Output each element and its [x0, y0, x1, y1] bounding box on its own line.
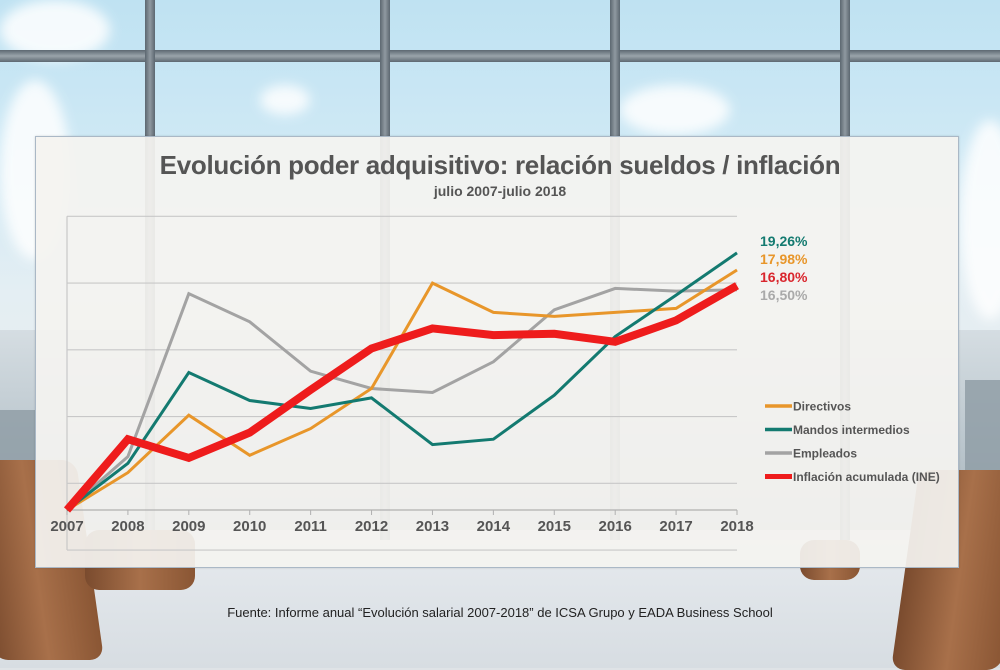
chart-subtitle: julio 2007-julio 2018 [433, 183, 567, 199]
legend-label: Empleados [793, 447, 857, 461]
window-frame-horizontal [0, 50, 1000, 62]
series-lines [63, 251, 739, 513]
x-tick-labels: 2007 2008 2009 2010 2011 2012 2013 2014 2015 2016… [50, 518, 753, 535]
source-note: Fuente: Informe anual “Evolución salaria… [227, 605, 773, 620]
legend-label: Inflación acumulada (INE) [793, 470, 940, 484]
series-line-mandos-intermedios [66, 251, 738, 512]
x-tick-label: 2013 [416, 518, 449, 535]
cloud [620, 85, 730, 135]
x-tick-label: 2009 [172, 518, 205, 535]
x-tick-label: 2011 [294, 518, 327, 535]
chart-panel [35, 136, 959, 568]
x-tick-label: 2018 [720, 518, 753, 535]
x-tick-label: 2010 [233, 518, 266, 535]
legend-label: Directivos [793, 400, 851, 414]
chart-title: Evolución poder adquisitivo: relación su… [159, 150, 841, 180]
end-label: 19,26% [760, 233, 808, 249]
x-tick-label: 2012 [355, 518, 388, 535]
end-labels: 19,26% 17,98% 16,80% 16,50% [760, 233, 808, 303]
x-tick-label: 2008 [111, 518, 144, 535]
x-tick-label: 2007 [50, 518, 83, 535]
series-line-inflaci-n-acumulada-ine [63, 282, 739, 513]
x-tick-label: 2014 [477, 518, 511, 535]
x-tick-label: 2016 [598, 518, 631, 535]
series-line-empleados [66, 286, 738, 512]
axes [66, 216, 738, 551]
x-tick-label: 2015 [538, 518, 571, 535]
legend: Directivos Mandos intermedios Empleados Inf… [765, 400, 940, 484]
end-label: 17,98% [760, 251, 808, 267]
gridlines [67, 215, 737, 551]
end-label: 16,80% [760, 269, 808, 285]
cloud [260, 85, 310, 115]
x-tick-label: 2017 [659, 518, 692, 535]
cloud [960, 120, 1000, 320]
legend-label: Mandos intermedios [793, 423, 910, 437]
end-label: 16,50% [760, 287, 808, 303]
